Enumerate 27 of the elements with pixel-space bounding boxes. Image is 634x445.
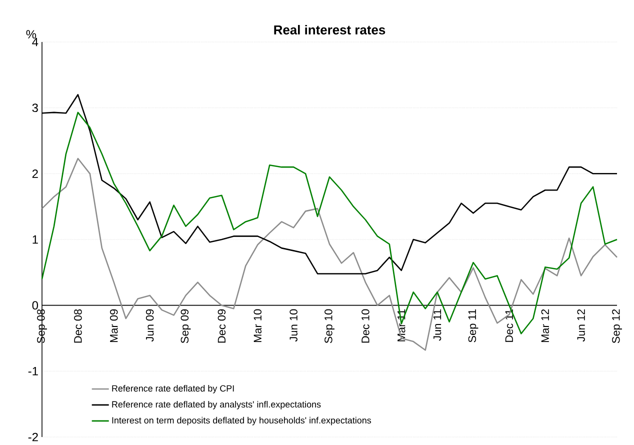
x-tick-label: Mar 10 <box>254 309 262 342</box>
x-tick-label: Dec 09 <box>218 309 226 343</box>
x-tick-label: Sep 12 <box>612 309 622 344</box>
y-tick-label: 1 <box>32 235 38 244</box>
y-tick-label: 4 <box>32 38 38 46</box>
y-tick-label: -1 <box>28 367 38 376</box>
legend-label: Reference rate deflated by CPI <box>112 384 234 394</box>
x-tick-label: Dec 08 <box>74 309 82 343</box>
legend-label: Interest on term deposits deflated by households' inf.expectations <box>112 416 372 426</box>
x-tick-label: Jun 10 <box>290 309 298 342</box>
x-tick-label: Sep 08 <box>37 309 47 344</box>
x-tick-label: Sep 09 <box>180 309 191 344</box>
y-tick-label: 3 <box>32 104 38 112</box>
x-tick-label: Sep 10 <box>324 309 334 344</box>
y-tick-label: -2 <box>28 432 38 442</box>
x-tick-label: Jun 12 <box>577 309 585 342</box>
x-tick-label: Mar 12 <box>541 309 550 342</box>
chart-title: Real interest rates <box>274 24 386 34</box>
y-tick-label: 2 <box>32 169 38 178</box>
x-tick-label: Sep 11 <box>468 309 478 342</box>
x-tick-label: Jun 09 <box>146 309 154 342</box>
legend-label: Reference rate deflated by analysts' infl.expectations <box>112 400 321 410</box>
x-tick-label: Mar 09 <box>110 309 118 342</box>
y-tick-label: 0 <box>32 301 38 310</box>
y-axis-title: % <box>26 30 36 38</box>
x-tick-label: Dec 10 <box>362 309 370 343</box>
x-tick-label: Jun 11 <box>434 309 442 341</box>
